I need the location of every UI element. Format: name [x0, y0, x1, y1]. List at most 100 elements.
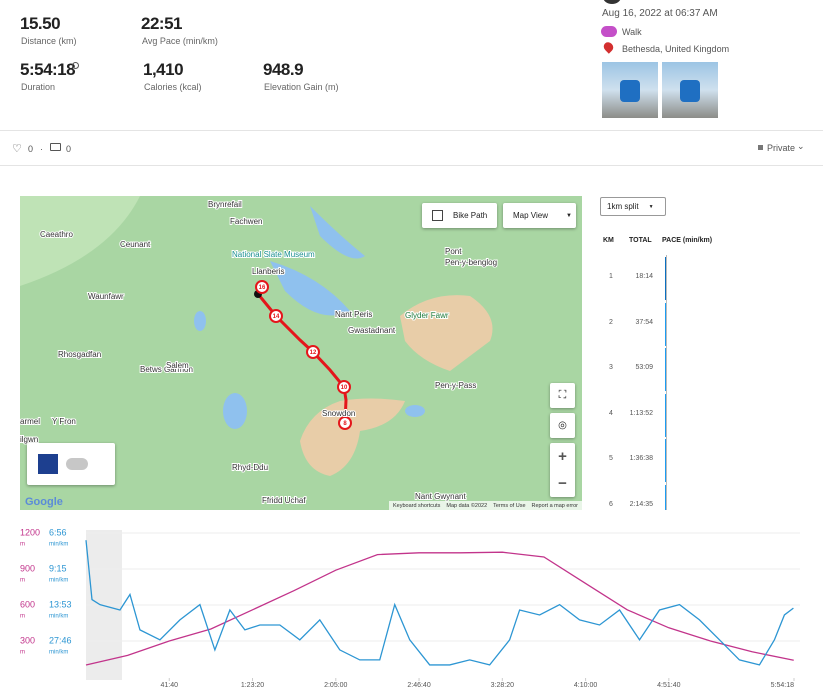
bike-path-toggle[interactable]: Bike Path [422, 203, 497, 228]
photo[interactable] [662, 62, 718, 118]
route-marker-label: 14 [273, 314, 280, 320]
split-bar: 22:45 [665, 439, 691, 483]
place-label: Y Fron [52, 417, 76, 426]
info-icon[interactable] [72, 62, 79, 69]
split-bar: 19:39 [665, 302, 691, 346]
place-label: Betws Garmon [140, 365, 193, 374]
split-bar: 18:13 [665, 257, 691, 300]
split-km: 2 [609, 318, 613, 326]
map-footer-link[interactable]: Keyboard shortcuts [392, 502, 441, 509]
rock [300, 398, 405, 476]
map-footer-link[interactable]: Terms of Use [493, 502, 526, 509]
split-km: 1 [609, 273, 613, 280]
place-label: Pen-y-Pass [435, 381, 476, 390]
x-tick-label: 5:54:18 [771, 682, 794, 689]
split-table: 1 18:14 18:13 2 37:54 19:39 3 53:09 15:15 4 1:13:5… [598, 255, 815, 510]
split-total: 18:14 [635, 273, 653, 280]
checkbox[interactable] [432, 210, 443, 221]
split-selector-label: 1km split [607, 202, 639, 211]
place-label: Salem [166, 361, 189, 370]
y2-unit: min/km [49, 614, 68, 620]
y-tick-label: 300 [20, 635, 35, 645]
stat-label: Avg Pace (min/km) [142, 36, 218, 46]
route-marker [306, 345, 320, 359]
walk-icon [601, 26, 617, 37]
activity-location: Bethesda, United Kingdom [622, 44, 730, 54]
split-bar: 15:15 [665, 348, 691, 392]
separator: · [40, 144, 43, 154]
zoom-in[interactable]: + [558, 448, 567, 465]
stat-value: 1,410 [143, 60, 184, 79]
place-label: Brynrefail [208, 200, 242, 209]
place-label: armel [20, 417, 40, 426]
split-bar: 37:56 [665, 485, 691, 510]
comment-icon[interactable] [50, 143, 61, 151]
y2-unit: min/km [49, 650, 68, 656]
route-marker [255, 280, 269, 294]
route-marker-label: 16 [259, 285, 266, 291]
split-pace: 22:45 [673, 455, 691, 463]
x-tick-label: 41:40 [160, 682, 178, 689]
map-footer: Keyboard shortcuts Map data ©2022 Terms of… [388, 501, 582, 510]
activity-date: Aug 16, 2022 at 06:37 AM [602, 8, 718, 19]
place-label: Nant Gwynant [415, 492, 466, 501]
fullscreen-button[interactable]: ⛶ [550, 383, 575, 408]
activity-type: Walk [622, 27, 642, 37]
y2-tick-label: 9:15 [49, 563, 67, 573]
divider [0, 165, 823, 166]
lake [194, 311, 206, 331]
y2-tick-label: 27:46 [49, 635, 72, 645]
weather-widget[interactable] [27, 443, 115, 485]
stat-value: 948.9 [263, 60, 304, 79]
y-tick-label: 1200 [20, 527, 40, 537]
y2-tick-label: 6:56 [49, 527, 67, 537]
split-km: 4 [609, 409, 613, 417]
visibility[interactable]: Private [767, 143, 796, 153]
map[interactable]: 16 14 12 10 8 Brynrefail Fachwen Caeathro Ceuna… [20, 196, 582, 510]
place-label: Waunfawr [88, 292, 124, 301]
stat-value: 22:51 [141, 14, 182, 33]
comment-count[interactable]: 0 [66, 144, 72, 154]
series-line [85, 551, 794, 666]
place-label: ilgwn [20, 435, 38, 444]
split-header: TOTAL [629, 237, 652, 244]
split-selector[interactable]: 1km split ▼ [600, 197, 666, 216]
stat-label: Distance (km) [21, 36, 77, 46]
weather-logo [38, 454, 58, 474]
x-tick-label: 2:46:40 [407, 682, 430, 689]
avatar[interactable] [603, 0, 621, 4]
x-tick-label: 2:05:00 [324, 682, 347, 689]
zoom-out[interactable]: − [558, 475, 567, 492]
place-label: Nant Peris [335, 310, 372, 319]
split-header: PACE (min/km) [662, 237, 713, 244]
stat-value: 5:54:18 [20, 60, 76, 79]
split-header: KM [603, 237, 614, 244]
map-view-dropdown[interactable]: Map View ▼ [503, 203, 576, 228]
y2-tick-label: 13:53 [49, 599, 72, 609]
place-label: Caeathro [40, 230, 73, 239]
split-row: 3 53:09 15:15 [598, 348, 815, 392]
photo[interactable] [602, 62, 658, 118]
place-label: Gwastadnant [348, 326, 396, 335]
lake [310, 206, 365, 259]
place-label: Llanberis [252, 267, 284, 276]
place-label: Rhosgadfan [58, 350, 101, 359]
map-footer-link[interactable]: Map data ©2022 [446, 502, 488, 509]
x-tick-label: 4:10:00 [574, 682, 597, 689]
kudos-icon[interactable]: ♡ [12, 143, 22, 155]
locate-button[interactable]: ◎ [550, 413, 575, 438]
y-tick-label: 600 [20, 599, 35, 609]
average-pace-line [666, 255, 668, 510]
rock [400, 295, 493, 371]
route-marker [269, 309, 283, 323]
lake [223, 393, 247, 429]
split-km: 6 [609, 501, 613, 508]
kudos-count[interactable]: 0 [28, 144, 34, 154]
chevron[interactable]: ⌄ [797, 141, 805, 151]
split-row: 6 2:14:35 37:56 [598, 485, 815, 510]
zoom-control[interactable]: + − [550, 443, 575, 497]
map-footer-link[interactable]: Report a map error [531, 502, 578, 509]
route-marker-label: 8 [343, 421, 347, 427]
